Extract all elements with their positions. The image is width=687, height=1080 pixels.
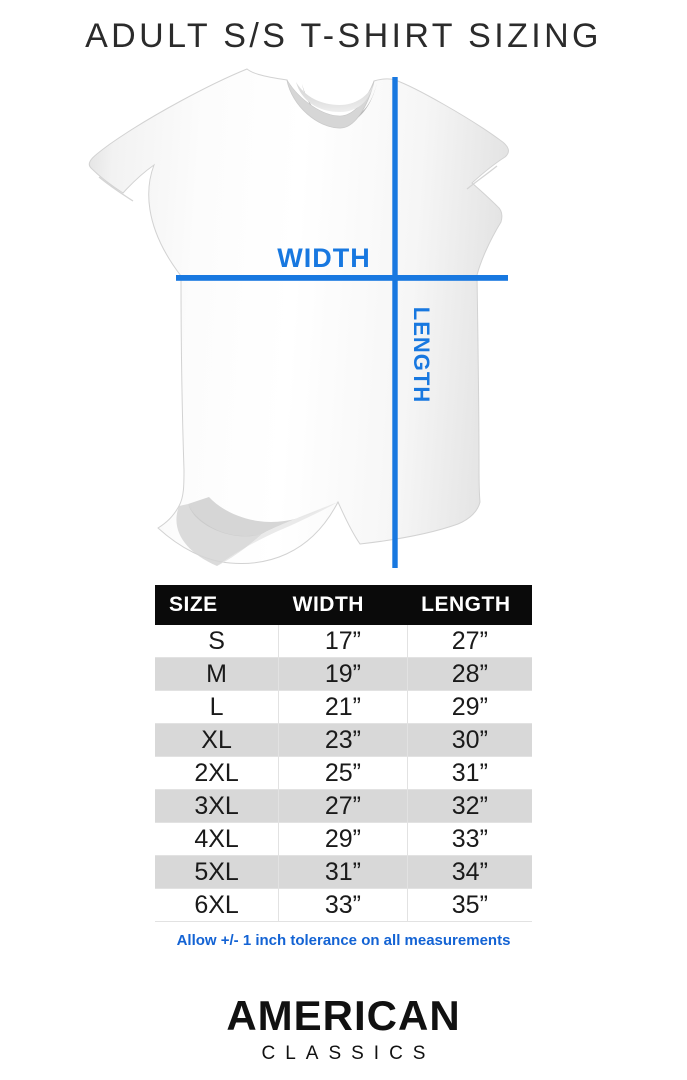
svg-text:LENGTH: LENGTH: [409, 307, 434, 403]
svg-text:WIDTH: WIDTH: [277, 243, 370, 273]
